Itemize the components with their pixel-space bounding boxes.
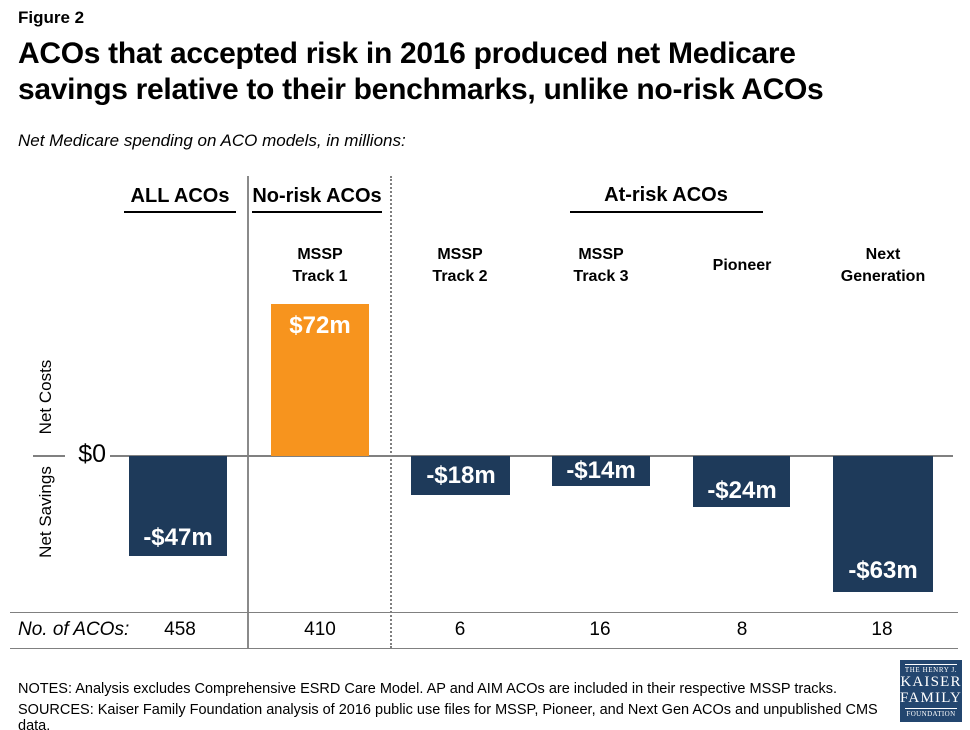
aco-count-mssp-track-1: 410 — [304, 619, 336, 640]
underline-at-risk-acos — [570, 211, 763, 213]
y-axis-zero-label: $0 — [78, 440, 106, 468]
group-header-no-risk-acos: No-risk ACOs — [252, 185, 382, 207]
underline-all-acos — [124, 211, 236, 213]
y-axis-label-net-costs: Net Costs — [36, 359, 55, 435]
value-label-mssp-track-1: $72m — [289, 312, 351, 339]
value-label-all-acos: -$47m — [143, 524, 213, 551]
bar-next-generation — [833, 456, 933, 592]
aco-count-next-generation: 18 — [871, 619, 893, 640]
zero-axis-tick — [33, 455, 65, 457]
separator-dotted-line — [390, 176, 392, 648]
logo-divider-bottom — [905, 707, 957, 709]
aco-row-top-rule — [10, 612, 958, 613]
logo-text-family: FAMILY — [900, 689, 963, 706]
logo-text-foundation: FOUNDATION — [906, 709, 956, 718]
aco-count-row-label: No. of ACOs: — [18, 619, 130, 640]
column-header-next-generation: Next Generation — [840, 246, 926, 285]
chart-subtitle: Net Medicare spending on ACO models, in … — [18, 131, 406, 150]
aco-row-bottom-rule — [10, 648, 958, 649]
column-header-mssp-track-1: MSSP Track 1 — [292, 246, 348, 285]
aco-count-all-acos: 458 — [164, 619, 196, 640]
y-axis-label-net-savings: Net Savings — [36, 466, 55, 558]
underline-no-risk-acos — [252, 211, 382, 213]
logo-divider-top — [905, 664, 957, 665]
bar-mssp-track-2 — [411, 456, 510, 495]
separator-solid-line — [247, 176, 249, 648]
bar-mssp-track-1 — [271, 304, 369, 456]
aco-count-pioneer: 8 — [736, 619, 748, 640]
group-header-at-risk-acos: At-risk ACOs — [604, 184, 728, 206]
group-header-all-acos: ALL ACOs — [130, 185, 230, 207]
zero-baseline — [110, 455, 953, 457]
value-label-mssp-track-3: -$14m — [566, 457, 636, 484]
bar-mssp-track-3 — [552, 456, 650, 486]
value-label-mssp-track-2: -$18m — [426, 462, 496, 489]
aco-count-mssp-track-2: 6 — [454, 619, 466, 640]
figure-number-label: Figure 2 — [18, 8, 85, 27]
sources-text: SOURCES: Kaiser Family Foundation analys… — [18, 702, 878, 730]
bar-pioneer — [693, 456, 790, 507]
column-header-mssp-track-3: MSSP Track 3 — [573, 246, 629, 285]
column-header-pioneer: Pioneer — [712, 257, 772, 275]
value-label-pioneer: -$24m — [707, 477, 777, 504]
logo-text-the-henry-j: THE HENRY J. — [904, 666, 958, 674]
bar-all-acos — [129, 456, 227, 556]
column-header-mssp-track-2: MSSP Track 2 — [432, 246, 488, 285]
page-title: ACOs that accepted risk in 2016 produced… — [18, 37, 824, 106]
kaiser-family-foundation-logo: THE HENRY J. KAISER FAMILY FOUNDATION — [900, 660, 962, 722]
notes-text: NOTES: Analysis excludes Comprehensive E… — [18, 681, 838, 697]
value-label-next-generation: -$63m — [848, 557, 918, 584]
aco-count-mssp-track-3: 16 — [589, 619, 611, 640]
logo-text-kaiser: KAISER — [900, 674, 962, 690]
